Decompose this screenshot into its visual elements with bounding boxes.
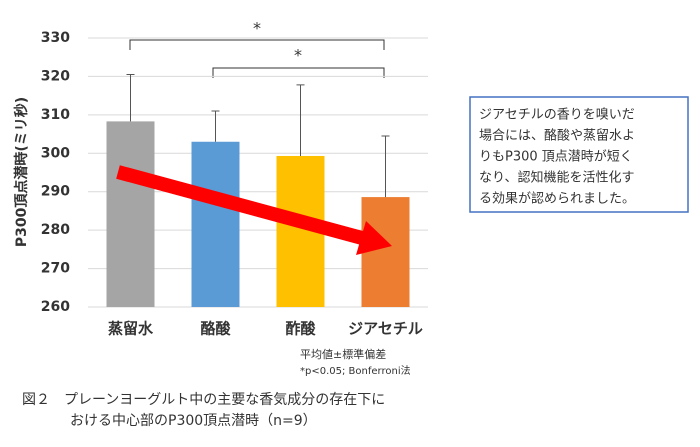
arrow-shaft xyxy=(116,165,364,245)
y-tick-label: 330 xyxy=(41,30,70,46)
bar xyxy=(191,141,240,307)
x-tick-label: 酢酸 xyxy=(285,320,316,338)
callout-text: る効果が認められました。 xyxy=(479,191,635,207)
y-tick-label: 320 xyxy=(41,68,70,84)
plot: 260 270 280 290 300 310 320 330 蒸留水 酪酸 酢酸 ジアセチル xyxy=(41,30,428,338)
bracket xyxy=(129,39,385,50)
significance-brackets xyxy=(129,39,385,78)
y-tick-label: 290 xyxy=(41,184,70,200)
significance-mark: * xyxy=(253,19,261,38)
x-tick-label: ジアセチル xyxy=(348,320,423,338)
callout-text: りもP300 頂点潜時が短く xyxy=(479,150,633,165)
y-tick-label: 310 xyxy=(41,107,70,123)
caption: おける中心部のP300頂点潜時（n=9） xyxy=(70,413,317,429)
y-tick-label: 260 xyxy=(41,299,70,315)
bar xyxy=(361,197,410,307)
callout-box xyxy=(469,96,689,213)
x-tick-label: 酪酸 xyxy=(200,320,231,338)
bar xyxy=(106,121,155,307)
callout-text: ジアセチルの香りを嗅いだ xyxy=(479,108,635,123)
arrow-head xyxy=(356,221,392,255)
y-tick-label: 270 xyxy=(41,261,70,277)
bracket xyxy=(212,67,385,78)
y-axis-label: P300頂点潜時(ミリ秒) xyxy=(13,97,30,247)
caption: 図２ プレーンヨーグルト中の主要な香気成分の存在下に xyxy=(22,392,385,408)
significance-mark: * xyxy=(294,46,302,65)
note: 平均値±標準偏差 xyxy=(300,347,386,361)
x-tick-label: 蒸留水 xyxy=(108,320,154,338)
y-tick-label: 280 xyxy=(41,222,70,238)
trend-arrow xyxy=(116,165,392,255)
y-tick-label: 300 xyxy=(41,145,70,161)
callout-text: なり、認知機能を活性化す xyxy=(479,170,634,186)
callout-text: 場合には、酪酸や蒸留水よ xyxy=(479,128,635,144)
note: *p<0.05; Bonferroni法 xyxy=(300,364,411,377)
